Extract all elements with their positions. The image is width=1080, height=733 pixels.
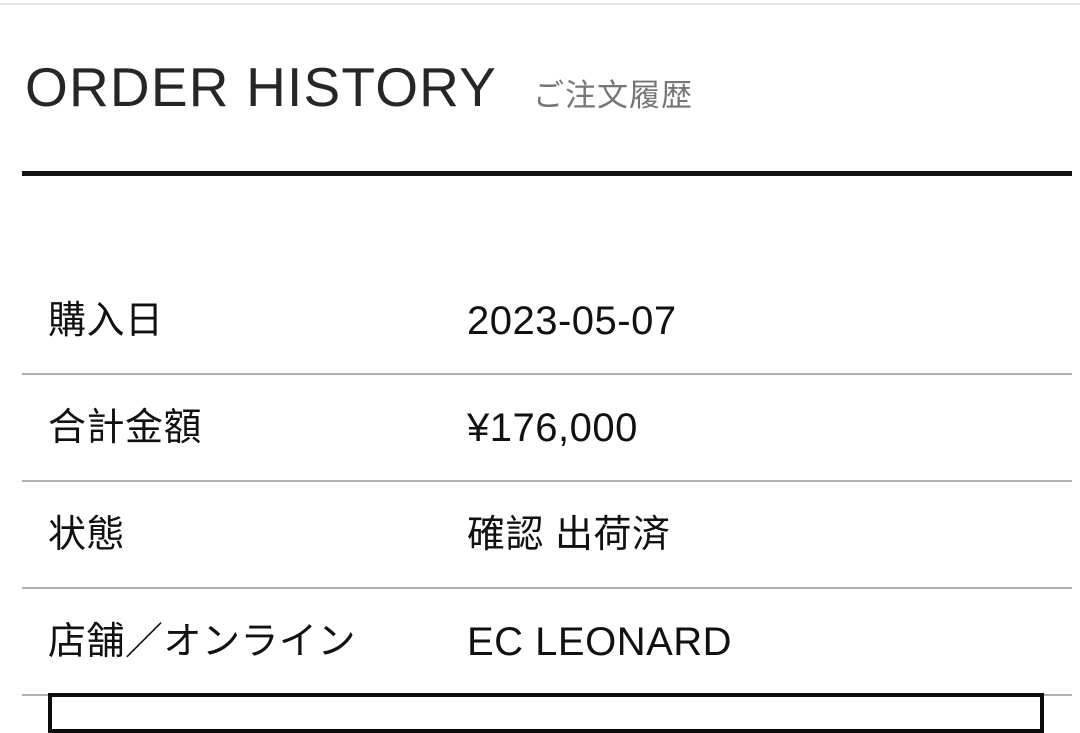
order-detail-panel[interactable] xyxy=(48,693,1044,733)
table-row: 購入日 2023-05-07 xyxy=(22,268,1072,375)
title-underline-rule xyxy=(22,171,1072,176)
table-row: 合計金額 ¥176,000 xyxy=(22,375,1072,482)
page-subtitle-japanese: ご注文履歴 xyxy=(532,78,693,113)
table-row: 状態 確認 出荷済 xyxy=(22,482,1072,589)
page-title: ORDER HISTORY xyxy=(25,56,497,118)
row-label-total-amount: 合計金額 xyxy=(48,406,203,449)
top-hairline-divider xyxy=(0,3,1080,5)
order-detail-table: 購入日 2023-05-07 合計金額 ¥176,000 状態 確認 出荷済 店… xyxy=(22,268,1072,696)
page-header: ORDER HISTORY ご注文履歴 xyxy=(25,58,693,116)
table-row: 店舗／オンライン EC LEONARD xyxy=(22,589,1072,696)
row-label-status: 状態 xyxy=(48,513,126,556)
row-value-purchase-date: 2023-05-07 xyxy=(467,298,677,343)
row-value-store-or-online: EC LEONARD xyxy=(467,619,733,664)
row-label-store-or-online: 店舗／オンライン xyxy=(48,620,357,663)
row-label-purchase-date: 購入日 xyxy=(48,299,164,342)
row-value-status: 確認 出荷済 xyxy=(467,513,671,556)
order-history-page: ORDER HISTORY ご注文履歴 購入日 2023-05-07 合計金額 … xyxy=(0,3,1080,733)
row-value-total-amount: ¥176,000 xyxy=(467,405,638,450)
